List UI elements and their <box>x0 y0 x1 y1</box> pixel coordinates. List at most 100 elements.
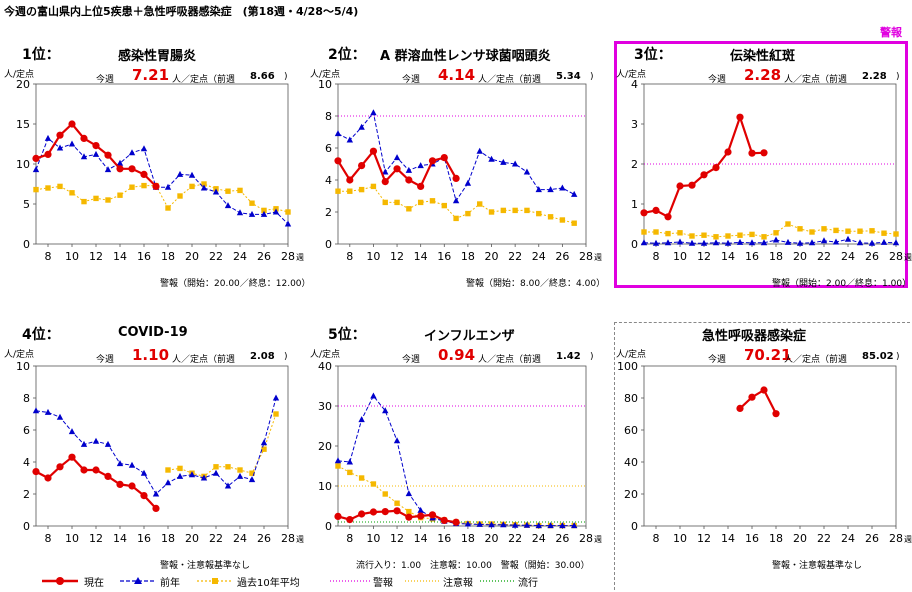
point-avg10 <box>382 199 388 206</box>
point-current <box>369 147 378 155</box>
x-tick-label: 22 <box>209 250 223 263</box>
y-tick-label: 5 <box>23 198 30 211</box>
point-avg10 <box>165 467 171 473</box>
point-current <box>116 480 124 488</box>
x-tick-label: 26 <box>257 250 271 263</box>
x-tick-label: 20 <box>485 250 499 263</box>
point-avg10 <box>358 186 365 193</box>
series-line-prev-year <box>337 395 575 527</box>
point-avg10 <box>559 217 566 223</box>
point-avg10 <box>165 205 171 211</box>
point-avg10 <box>93 195 99 202</box>
point-avg10 <box>177 465 183 472</box>
point-avg10 <box>105 197 111 203</box>
point-prev-year <box>511 521 519 528</box>
x-tick-label: 14 <box>113 250 127 263</box>
plot-area <box>337 365 587 527</box>
x-tick-label: 14 <box>414 532 428 545</box>
x-tick-label: 10 <box>65 250 79 263</box>
series-line-current <box>337 509 457 524</box>
x-unit-label: 週 <box>594 535 602 544</box>
point-avg10 <box>273 411 279 417</box>
x-tick-label: 16 <box>437 532 451 545</box>
x-unit-label: 週 <box>296 535 304 544</box>
legend-swatches <box>42 577 515 585</box>
point-prev-year <box>382 407 389 414</box>
point-prev-year <box>32 407 40 414</box>
point-avg10 <box>547 522 554 529</box>
point-prev-year <box>224 202 232 209</box>
legend: 現在 前年 過去10年平均 警報 注意報 流行 <box>40 574 600 589</box>
x-tick-label: 14 <box>414 250 428 263</box>
x-tick-label: 8 <box>45 532 52 545</box>
point-prev-year <box>393 154 401 161</box>
x-tick-label: 24 <box>532 532 546 545</box>
x-tick-label: 18 <box>161 250 175 263</box>
prev-unit-label: 人／定点（前週 <box>784 355 848 365</box>
series-line-prev-year <box>35 397 277 495</box>
point-current <box>92 142 100 150</box>
y-unit-label: 人/定点 <box>616 350 647 360</box>
prev-week-value: 1.42 <box>556 351 581 362</box>
point-prev-year <box>358 123 365 130</box>
prev-week-value: 2.28 <box>862 71 887 82</box>
y-tick-label: 10 <box>16 158 30 171</box>
series-line-avg10 <box>338 185 575 224</box>
plot-area <box>35 365 289 527</box>
x-tick-label: 18 <box>161 532 175 545</box>
point-prev-year <box>140 145 148 152</box>
point-prev-year <box>393 437 401 444</box>
point-avg10 <box>225 188 231 194</box>
point-current <box>405 513 413 521</box>
point-prev-year <box>236 472 244 479</box>
point-prev-year <box>56 144 64 151</box>
current-value: 1.10 <box>132 346 170 364</box>
point-current <box>452 518 460 526</box>
point-prev-year <box>104 166 112 173</box>
point-avg10 <box>69 190 75 196</box>
point-avg10 <box>477 521 483 527</box>
x-tick-label: 28 <box>579 532 593 545</box>
legend-label-avg: 過去10年平均 <box>237 578 300 589</box>
threshold-note: 警報・注意報基準なし <box>772 561 863 571</box>
point-prev-year <box>429 514 436 521</box>
y-tick-label: 40 <box>318 360 332 373</box>
point-avg10 <box>441 517 447 523</box>
point-current <box>140 170 148 178</box>
point-current <box>152 182 160 190</box>
close-paren: ) <box>896 352 900 362</box>
point-avg10 <box>488 209 495 215</box>
point-current <box>417 182 425 190</box>
y-tick-label: 2 <box>23 488 30 501</box>
point-prev-year <box>441 517 448 524</box>
x-tick-label: 8 <box>346 532 353 545</box>
x-tick-label: 16 <box>137 532 151 545</box>
point-prev-year <box>152 490 160 497</box>
point-current <box>440 154 448 162</box>
point-prev-year <box>464 520 472 527</box>
point-prev-year <box>248 210 256 217</box>
close-paren: ) <box>284 72 288 82</box>
point-avg10 <box>524 522 530 528</box>
x-tick-label: 20 <box>185 250 199 263</box>
point-prev-year <box>260 439 268 446</box>
point-current <box>334 157 342 165</box>
panel-rank: 2位： <box>328 47 366 63</box>
point-avg10 <box>465 210 471 217</box>
point-current <box>128 165 136 173</box>
series-line-current <box>35 455 157 510</box>
point-prev-year <box>152 183 160 190</box>
point-prev-year <box>452 197 460 204</box>
point-avg10 <box>285 209 291 215</box>
point-avg10 <box>249 470 255 476</box>
series-line-avg10 <box>167 413 277 477</box>
point-prev-year <box>176 170 184 177</box>
point-avg10 <box>81 198 87 205</box>
point-avg10 <box>559 522 566 529</box>
point-prev-year <box>500 158 507 165</box>
point-current <box>393 165 401 173</box>
point-prev-year <box>224 482 232 489</box>
point-current <box>417 512 425 520</box>
point-current <box>104 151 112 159</box>
point-prev-year <box>370 392 377 399</box>
